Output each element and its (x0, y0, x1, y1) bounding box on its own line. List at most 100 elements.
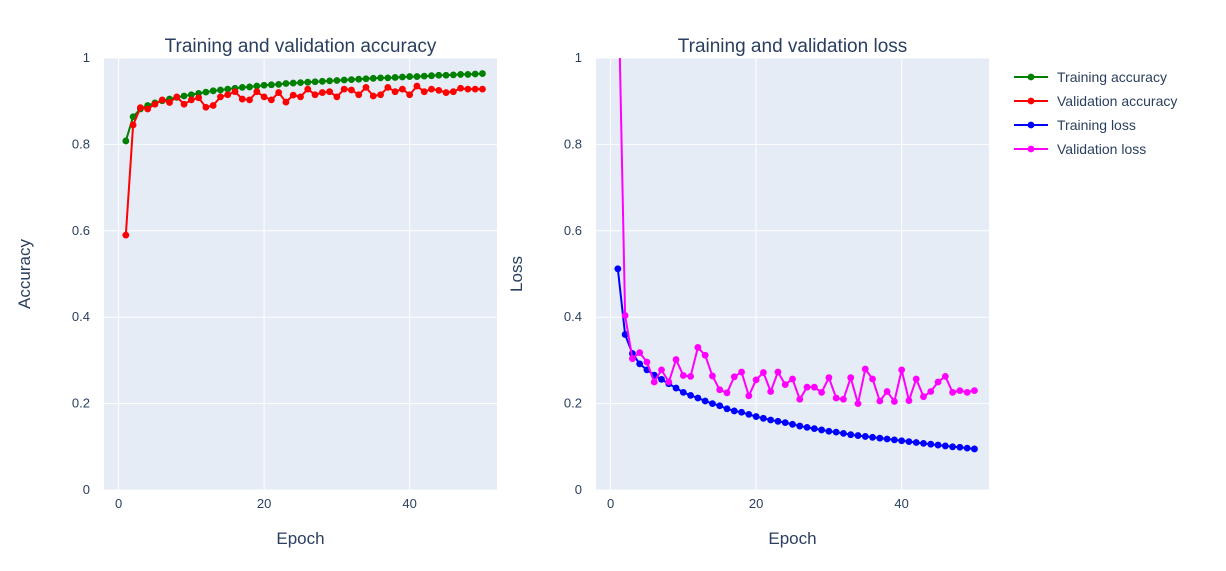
data-point (905, 438, 913, 446)
data-point (709, 400, 716, 407)
data-point (180, 100, 188, 108)
data-point (355, 91, 363, 99)
data-point (260, 93, 268, 101)
data-point (166, 99, 173, 106)
data-point (832, 394, 840, 402)
data-point (384, 74, 392, 82)
data-point (723, 405, 731, 413)
data-point (963, 388, 971, 396)
data-point (971, 445, 978, 453)
data-point (282, 80, 290, 87)
data-point (628, 355, 636, 363)
data-point (847, 431, 855, 439)
data-point (883, 435, 891, 443)
data-point (253, 88, 261, 96)
data-point (971, 387, 978, 395)
data-point (362, 83, 370, 91)
data-point (173, 93, 181, 101)
x-tick-label: 0 (607, 496, 614, 511)
data-point (876, 397, 884, 405)
data-point (406, 73, 414, 80)
data-point (920, 393, 927, 401)
data-point (956, 443, 964, 451)
data-point (803, 423, 811, 431)
data-point (759, 414, 767, 422)
data-point (774, 417, 782, 425)
data-point (789, 375, 796, 383)
data-point (391, 88, 399, 96)
subplot-1: 0 20 40 0 0.2 0.4 0.6 0.8 1 Training and validati… (15, 36, 497, 548)
x-tick-label: 20 (749, 496, 763, 511)
data-point (340, 85, 348, 93)
plot-background (596, 58, 989, 490)
data-point (326, 77, 334, 85)
data-point (941, 442, 949, 450)
data-point (304, 78, 312, 86)
data-point (796, 422, 804, 430)
data-point (869, 433, 876, 441)
data-point (694, 344, 702, 351)
y-axis-label: Accuracy (15, 239, 34, 309)
data-point (413, 73, 421, 80)
data-point (348, 76, 355, 83)
data-point (658, 366, 665, 374)
data-point (679, 388, 687, 396)
data-point (260, 81, 268, 89)
data-point (479, 70, 486, 77)
data-point (949, 388, 957, 396)
x-tick-label: 40 (402, 496, 416, 511)
data-point (238, 83, 246, 91)
x-axis-label: Epoch (768, 529, 816, 548)
y-tick-label: 1 (83, 50, 90, 65)
data-point (861, 365, 869, 373)
data-point (311, 91, 319, 99)
data-point (355, 75, 363, 83)
data-point (369, 74, 377, 82)
data-point (759, 369, 767, 376)
data-point (716, 386, 724, 394)
data-point (687, 391, 695, 399)
data-point (854, 432, 862, 439)
data-point (854, 400, 862, 407)
data-point (464, 71, 472, 78)
legend-item: Validation loss (1014, 141, 1146, 157)
data-point (406, 91, 414, 99)
y-tick-label: 1 (575, 50, 582, 65)
data-point (449, 71, 457, 79)
data-point (847, 374, 855, 382)
data-point (297, 79, 304, 87)
data-point (658, 376, 665, 383)
y-tick-label: 0.6 (564, 223, 582, 238)
y-tick-label: 0.2 (72, 396, 90, 411)
data-point (650, 378, 658, 386)
data-point (883, 388, 891, 395)
data-point (340, 76, 348, 84)
x-tick-label: 40 (894, 496, 908, 511)
series-validation-loss (618, 58, 978, 407)
data-point (687, 372, 695, 380)
data-point (934, 441, 942, 449)
data-point (311, 78, 319, 86)
data-point (151, 100, 159, 108)
data-point (122, 137, 130, 145)
data-point (920, 439, 927, 447)
legend-label: Training loss (1057, 117, 1136, 133)
data-point (745, 392, 753, 400)
data-point (752, 376, 760, 384)
data-point (464, 85, 472, 93)
data-point (723, 389, 731, 397)
data-point (267, 96, 275, 104)
data-point (217, 93, 224, 101)
data-point (275, 89, 283, 96)
data-point (709, 372, 716, 380)
data-point (187, 96, 195, 104)
data-point (420, 88, 428, 96)
data-point (471, 70, 479, 78)
y-tick-label: 0.4 (72, 309, 90, 324)
data-point (195, 94, 203, 102)
data-point (136, 104, 144, 112)
y-tick-label: 0.8 (72, 136, 90, 151)
data-point (643, 358, 651, 366)
data-point (209, 102, 217, 109)
data-point (810, 383, 818, 391)
